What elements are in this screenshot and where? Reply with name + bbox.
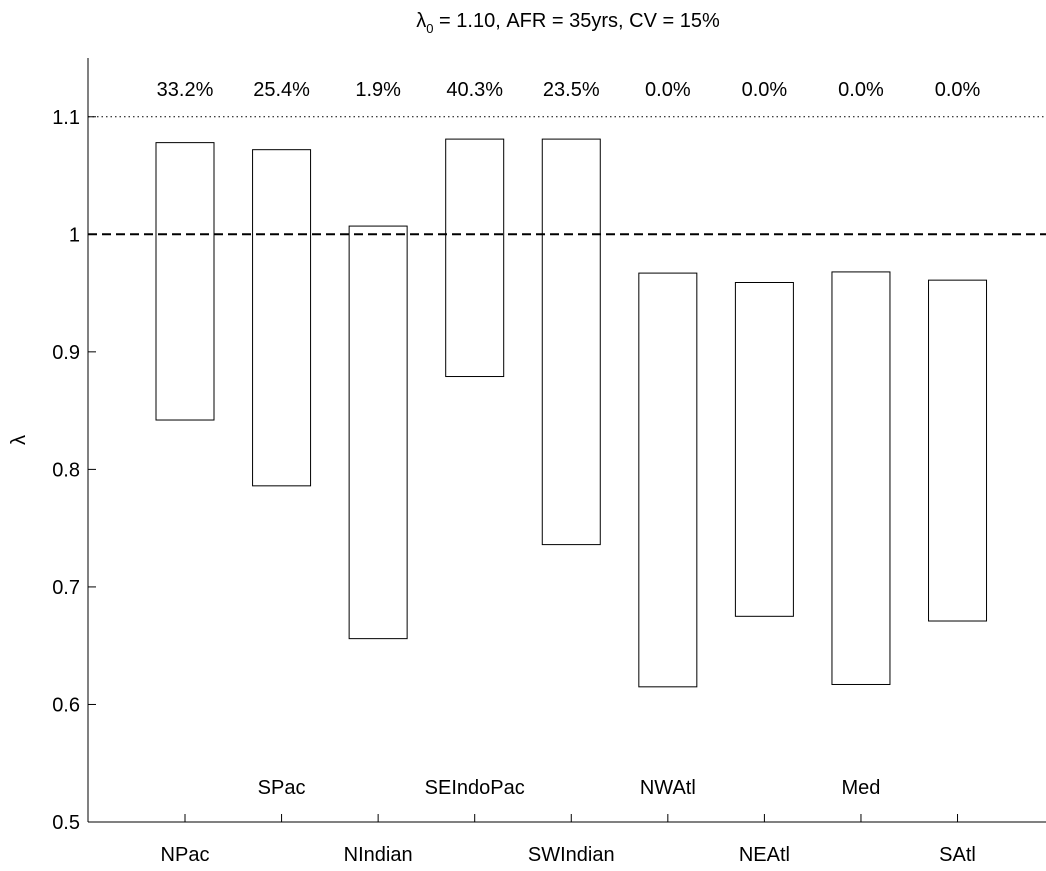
- title-rest: = 1.10, AFR = 35yrs, CV = 15%: [433, 10, 719, 32]
- range-box: [541, 138, 601, 546]
- category-label: NEAtl: [739, 844, 790, 866]
- y-tick-label: 1.1: [52, 107, 80, 129]
- title-subscript: 0: [426, 21, 433, 36]
- range-box: [348, 225, 408, 640]
- category-label: SPac: [258, 777, 306, 799]
- y-tick-label: 0.9: [52, 342, 80, 364]
- range-box: [155, 142, 215, 421]
- range-box: [928, 279, 988, 622]
- percent-label: 40.3%: [446, 79, 503, 101]
- category-label: NWAtl: [640, 777, 696, 799]
- percent-label: 0.0%: [742, 79, 788, 101]
- category-label: SWIndian: [528, 844, 615, 866]
- y-tick-label: 1: [69, 224, 80, 246]
- percent-label: 1.9%: [355, 79, 401, 101]
- y-tick-label: 0.8: [52, 459, 80, 481]
- y-axis-label: λ: [8, 435, 30, 445]
- chart-title: λ0 = 1.10, AFR = 35yrs, CV = 15%: [416, 10, 720, 36]
- category-label: Med: [842, 777, 881, 799]
- range-box: [252, 149, 312, 487]
- range-box: [638, 272, 698, 688]
- percent-label: 0.0%: [935, 79, 981, 101]
- range-box: [831, 271, 891, 685]
- y-tick-label: 0.6: [52, 694, 80, 716]
- percent-label: 0.0%: [645, 79, 691, 101]
- percent-label: 25.4%: [253, 79, 310, 101]
- category-label: SEIndoPac: [425, 777, 525, 799]
- range-box: [734, 281, 794, 617]
- y-tick-label: 0.5: [52, 812, 80, 834]
- title-lambda: λ: [416, 10, 426, 32]
- category-label: NIndian: [344, 844, 413, 866]
- category-label: NPac: [161, 844, 210, 866]
- percent-label: 23.5%: [543, 79, 600, 101]
- y-tick-label: 0.7: [52, 577, 80, 599]
- percent-label: 0.0%: [838, 79, 884, 101]
- category-label: SAtl: [939, 844, 976, 866]
- percent-label: 33.2%: [157, 79, 214, 101]
- range-box: [445, 138, 505, 378]
- plot-area: 0.5 0.6 0.7 0.8 0.9 1 1.1 NPac 33.2% SPac 25.4% NIn…: [52, 58, 1046, 866]
